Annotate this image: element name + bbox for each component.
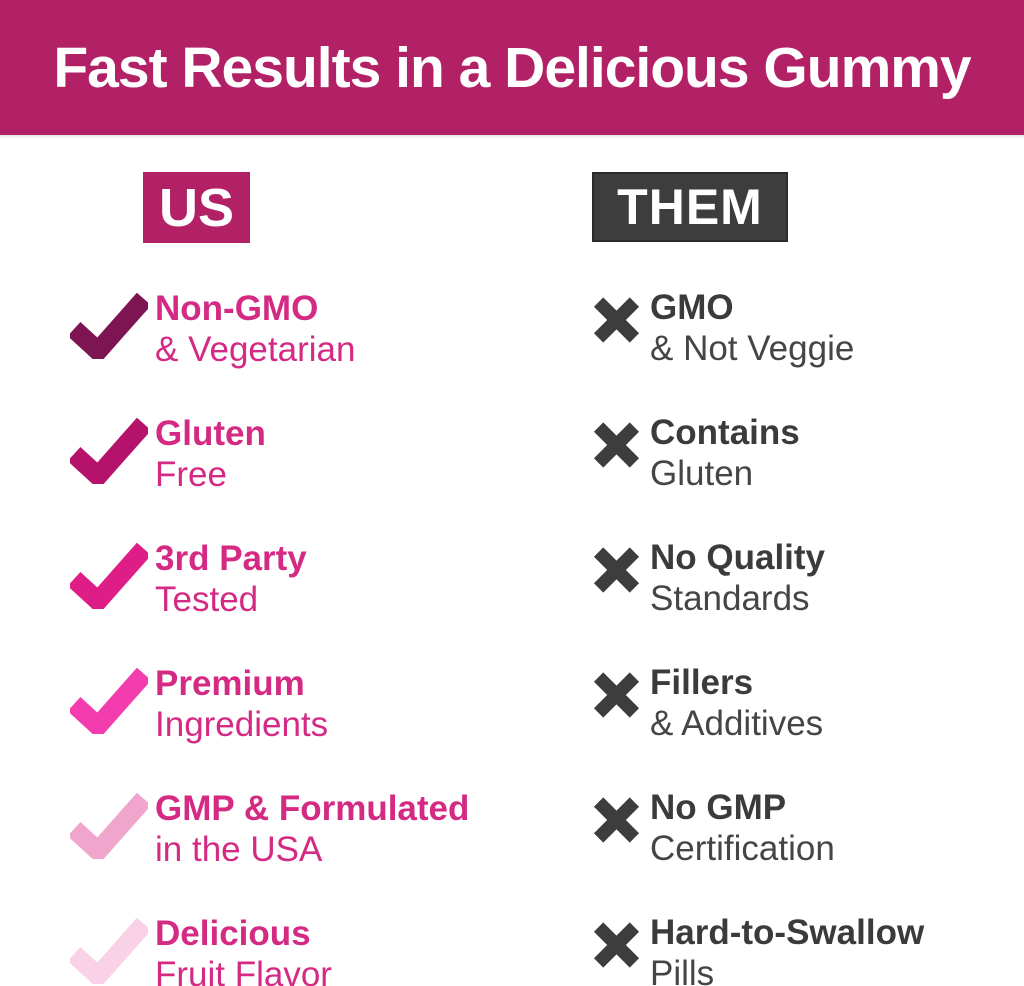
item-subtitle: Tested [155, 580, 259, 619]
item-subtitle: in the USA [155, 830, 323, 869]
item-title: No Quality [650, 538, 826, 577]
us-item-text: 3rd Party Tested [155, 538, 307, 620]
check-icon [70, 538, 155, 620]
item-title: Fillers [650, 663, 754, 702]
them-column: THEM GMO & Not Veggie Contains Gluten [592, 172, 1024, 986]
them-item-5: No GMP Certification [592, 787, 1024, 869]
us-item-5: GMP & Formulated in the USA [70, 788, 592, 870]
check-icon [70, 413, 155, 495]
item-subtitle: & Vegetarian [155, 330, 356, 369]
us-item-text: Gluten Free [155, 413, 266, 495]
them-item-text: Fillers & Additives [650, 662, 823, 744]
us-item-6: Delicious Fruit Flavor [70, 913, 592, 986]
item-subtitle: Free [155, 455, 227, 494]
item-title: Premium [155, 664, 305, 703]
them-item-text: No GMP Certification [650, 787, 835, 869]
x-icon [592, 787, 650, 869]
item-title: GMO [650, 288, 734, 327]
them-item-3: No Quality Standards [592, 537, 1024, 619]
us-item-text: Delicious Fruit Flavor [155, 913, 332, 986]
us-column: US Non-GMO & Vegetarian Gluten Free [70, 172, 592, 986]
item-title: GMP & Formulated [155, 789, 470, 828]
them-header-box: THEM [592, 172, 788, 242]
us-item-3: 3rd Party Tested [70, 538, 592, 620]
them-item-1: GMO & Not Veggie [592, 287, 1024, 369]
us-header-box: US [143, 172, 250, 243]
them-item-text: No Quality Standards [650, 537, 825, 619]
item-title: No GMP [650, 788, 787, 827]
them-item-4: Fillers & Additives [592, 662, 1024, 744]
item-subtitle: Ingredients [155, 705, 329, 744]
us-item-4: Premium Ingredients [70, 663, 592, 745]
item-subtitle: Pills [650, 954, 715, 986]
x-icon [592, 412, 650, 494]
item-subtitle: & Not Veggie [650, 329, 855, 368]
item-subtitle: Fruit Flavor [155, 955, 332, 986]
item-title: Gluten [155, 414, 266, 453]
us-item-text: GMP & Formulated in the USA [155, 788, 469, 870]
item-title: Non-GMO [155, 289, 319, 328]
item-subtitle: & Additives [650, 704, 824, 743]
us-header-label: US [158, 177, 234, 238]
them-items: GMO & Not Veggie Contains Gluten No [592, 287, 1024, 986]
item-title: Hard-to-Swallow [650, 913, 925, 952]
comparison-content: US Non-GMO & Vegetarian Gluten Free [0, 135, 1024, 986]
them-item-text: Contains Gluten [650, 412, 800, 494]
them-header-label: THEM [617, 179, 763, 235]
x-icon [592, 537, 650, 619]
them-item-6: Hard-to-Swallow Pills [592, 912, 1024, 986]
x-icon [592, 912, 650, 986]
item-title: 3rd Party [155, 539, 307, 578]
check-icon [70, 288, 155, 370]
title-banner: Fast Results in a Delicious Gummy [0, 0, 1024, 135]
them-item-text: Hard-to-Swallow Pills [650, 912, 924, 986]
item-subtitle: Certification [650, 829, 835, 868]
us-items: Non-GMO & Vegetarian Gluten Free 3rd [70, 288, 592, 986]
item-subtitle: Standards [650, 579, 810, 618]
us-item-text: Non-GMO & Vegetarian [155, 288, 355, 370]
them-item-text: GMO & Not Veggie [650, 287, 854, 369]
check-icon [70, 788, 155, 870]
x-icon [592, 287, 650, 369]
page-title: Fast Results in a Delicious Gummy [53, 35, 971, 100]
check-icon [70, 663, 155, 745]
x-icon [592, 662, 650, 744]
them-item-2: Contains Gluten [592, 412, 1024, 494]
item-title: Contains [650, 413, 800, 452]
us-item-text: Premium Ingredients [155, 663, 328, 745]
item-subtitle: Gluten [650, 454, 754, 493]
us-item-1: Non-GMO & Vegetarian [70, 288, 592, 370]
us-item-2: Gluten Free [70, 413, 592, 495]
check-icon [70, 913, 155, 986]
item-title: Delicious [155, 914, 311, 953]
